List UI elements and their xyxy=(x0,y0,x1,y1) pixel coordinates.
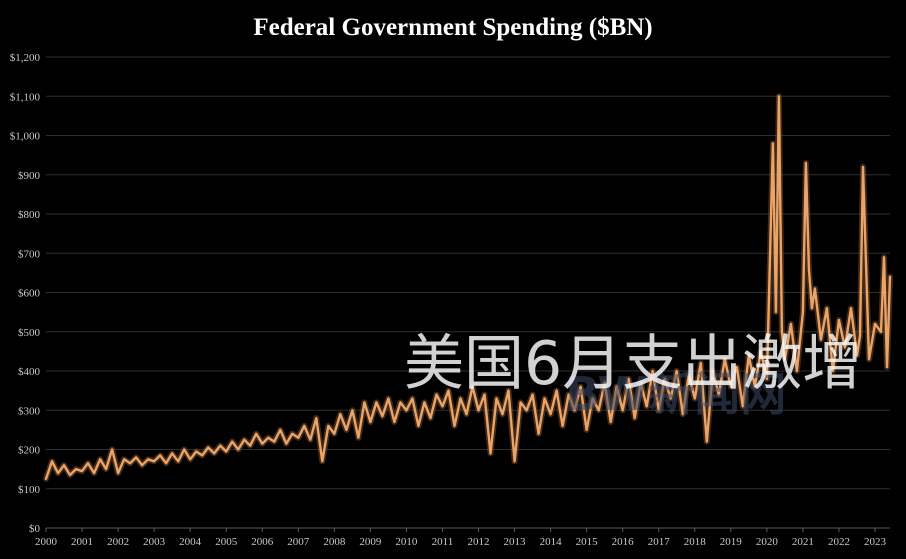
x-tick-label: 2019 xyxy=(720,536,743,548)
x-axis-tick-labels: 2000 2001 2002 2003 2004 2005 2006 2007 2008 2009… xyxy=(35,536,886,548)
y-tick-label: $100 xyxy=(18,484,41,496)
series-glow xyxy=(43,93,893,482)
x-tick-label: 2009 xyxy=(359,536,382,548)
x-tick-label: 2012 xyxy=(468,536,490,548)
x-tick-label: 2015 xyxy=(576,536,599,548)
y-tick-label: $400 xyxy=(18,366,41,378)
y-tick-label: $200 xyxy=(18,445,41,457)
x-tick-label: 2023 xyxy=(864,536,887,548)
y-tick-label: $300 xyxy=(18,405,41,417)
chart-title: Federal Government Spending ($BN) xyxy=(253,14,652,41)
y-tick-label: $900 xyxy=(18,170,41,182)
y-tick-label: $500 xyxy=(18,327,41,339)
y-tick-label: $1,100 xyxy=(10,91,41,103)
x-tick-label: 2000 xyxy=(35,536,58,548)
y-tick-label: $1,000 xyxy=(10,131,41,143)
x-tick-label: 2017 xyxy=(648,536,671,548)
x-tick-label: 2008 xyxy=(323,536,346,548)
x-tick-label: 2006 xyxy=(251,536,274,548)
x-tick-label: 2022 xyxy=(828,536,850,548)
x-tick-label: 2014 xyxy=(540,536,563,548)
x-tick-label: 2021 xyxy=(792,536,814,548)
x-tick-label: 2003 xyxy=(143,536,166,548)
x-tick-label: 2010 xyxy=(395,536,418,548)
x-tick-label: 2002 xyxy=(107,536,129,548)
y-tick-label: $600 xyxy=(18,288,41,300)
x-tick-label: 2011 xyxy=(432,536,454,548)
y-tick-label: $0 xyxy=(29,523,41,535)
axes xyxy=(45,527,890,532)
x-tick-label: 2007 xyxy=(287,536,310,548)
x-tick-label: 2013 xyxy=(504,536,527,548)
y-tick-label: $1,200 xyxy=(10,52,41,64)
series-line xyxy=(44,95,892,481)
x-tick-label: 2004 xyxy=(179,536,202,548)
x-tick-label: 2018 xyxy=(684,536,707,548)
x-tick-label: 2020 xyxy=(756,536,779,548)
gridlines xyxy=(46,56,890,490)
x-tick-label: 2016 xyxy=(612,536,635,548)
series-layer xyxy=(43,93,893,482)
x-tick-label: 2005 xyxy=(215,536,238,548)
watermark-text: BW新闻网 xyxy=(565,367,786,421)
y-axis-tick-labels: $0 $100 $200 $300 $400 $500 $600 $700 $800 $900 $1… xyxy=(10,52,41,535)
y-tick-label: $700 xyxy=(18,248,41,260)
y-tick-label: $800 xyxy=(18,209,41,221)
overlay-caption: 美国6月支出激增 xyxy=(404,329,862,399)
x-tick-label: 2001 xyxy=(71,536,93,548)
